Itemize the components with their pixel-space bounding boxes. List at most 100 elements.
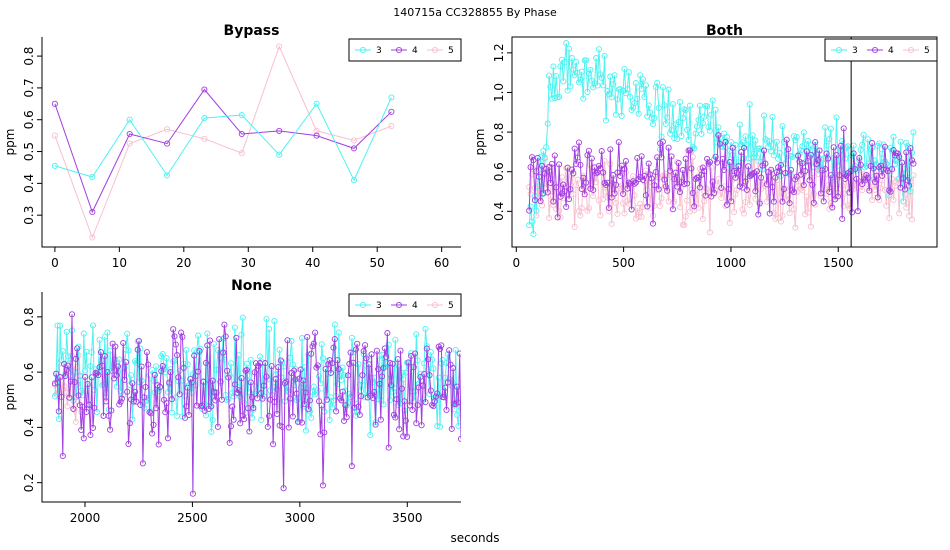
data-point-5 bbox=[896, 210, 903, 217]
data-point-3 bbox=[662, 120, 669, 127]
data-point-4 bbox=[200, 378, 207, 385]
data-point-3 bbox=[859, 141, 866, 148]
data-point-4 bbox=[334, 357, 341, 364]
data-point-3 bbox=[271, 318, 278, 325]
legend: 3 4 5 bbox=[348, 293, 462, 317]
data-point-4 bbox=[787, 166, 795, 173]
data-point-3 bbox=[348, 334, 355, 341]
data-point-3 bbox=[120, 391, 127, 398]
data-point-4 bbox=[97, 349, 104, 356]
data-point-3 bbox=[201, 115, 208, 122]
data-point-4 bbox=[740, 144, 748, 152]
data-point-5 bbox=[805, 209, 812, 216]
data-point-3 bbox=[124, 330, 131, 337]
data-point-4 bbox=[66, 394, 73, 401]
data-point-4 bbox=[333, 408, 340, 415]
data-point-4 bbox=[719, 155, 726, 163]
data-point-3 bbox=[168, 409, 175, 416]
data-point-4 bbox=[628, 206, 635, 213]
data-point-4 bbox=[563, 203, 570, 210]
data-point-4 bbox=[379, 373, 386, 380]
data-point-4 bbox=[103, 398, 110, 405]
data-point-4 bbox=[442, 384, 449, 391]
data-point-5 bbox=[704, 186, 711, 193]
data-point-5 bbox=[600, 195, 607, 202]
data-point-4 bbox=[910, 160, 917, 167]
data-point-5 bbox=[612, 199, 620, 207]
data-point-3 bbox=[155, 388, 162, 395]
data-point-3 bbox=[565, 45, 573, 52]
data-point-3 bbox=[752, 137, 759, 144]
data-point-3 bbox=[392, 336, 399, 343]
data-point-4 bbox=[101, 352, 108, 360]
data-point-3 bbox=[356, 381, 363, 388]
data-point-4 bbox=[585, 147, 592, 154]
y-tick-label: 0.4 bbox=[22, 418, 36, 437]
data-point-4 bbox=[319, 482, 327, 489]
data-point-4 bbox=[689, 189, 696, 197]
data-point-3 bbox=[705, 123, 712, 130]
data-point-5 bbox=[706, 229, 713, 236]
data-point-5 bbox=[585, 205, 592, 212]
data-point-4 bbox=[396, 426, 403, 433]
data-point-3 bbox=[238, 331, 245, 338]
y-tick-label: 0.8 bbox=[22, 307, 36, 326]
data-point-4 bbox=[723, 201, 731, 208]
data-point-4 bbox=[214, 423, 221, 430]
data-point-4 bbox=[246, 428, 253, 435]
data-point-4 bbox=[217, 378, 224, 385]
data-point-3 bbox=[698, 130, 705, 137]
data-point-3 bbox=[871, 157, 879, 164]
data-point-4 bbox=[444, 379, 451, 386]
data-point-3 bbox=[805, 137, 812, 144]
data-point-4 bbox=[593, 170, 600, 177]
data-point-5 bbox=[890, 196, 897, 203]
data-point-3 bbox=[87, 362, 94, 370]
data-point-4 bbox=[283, 378, 290, 385]
data-point-4 bbox=[414, 402, 421, 409]
data-point-4 bbox=[99, 362, 106, 369]
data-point-3 bbox=[150, 377, 157, 384]
data-point-4 bbox=[163, 400, 170, 407]
data-point-4 bbox=[82, 373, 89, 380]
data-point-3 bbox=[334, 381, 341, 388]
data-point-4 bbox=[259, 395, 266, 402]
data-point-3 bbox=[822, 124, 829, 131]
data-point-3 bbox=[900, 198, 907, 205]
data-point-4 bbox=[448, 425, 455, 432]
data-point-3 bbox=[209, 416, 216, 424]
data-point-4 bbox=[275, 364, 282, 371]
data-point-3 bbox=[622, 90, 629, 97]
data-point-3 bbox=[587, 66, 594, 73]
y-tick-label: 0.5 bbox=[22, 142, 36, 161]
data-point-4 bbox=[346, 360, 353, 367]
data-point-4 bbox=[126, 130, 133, 138]
data-point-4 bbox=[166, 379, 173, 386]
data-point-4 bbox=[745, 163, 752, 170]
data-point-4 bbox=[112, 343, 119, 350]
data-point-4 bbox=[820, 198, 827, 205]
data-point-4 bbox=[129, 380, 136, 387]
data-point-4 bbox=[238, 130, 245, 138]
data-point-4 bbox=[605, 204, 612, 211]
legend-marker-3 bbox=[835, 46, 843, 54]
data-point-4 bbox=[287, 395, 294, 402]
data-point-4 bbox=[221, 321, 228, 328]
data-point-4 bbox=[580, 174, 587, 181]
data-point-3 bbox=[701, 113, 708, 120]
data-point-4 bbox=[556, 161, 563, 168]
data-point-4 bbox=[317, 431, 324, 438]
data-point-4 bbox=[291, 367, 298, 374]
data-point-3 bbox=[564, 87, 571, 94]
data-point-4 bbox=[436, 345, 444, 352]
data-point-4 bbox=[86, 401, 93, 409]
data-point-3 bbox=[797, 147, 805, 154]
data-point-3 bbox=[768, 148, 775, 155]
data-point-3 bbox=[876, 140, 883, 147]
data-point-3 bbox=[610, 81, 617, 88]
x-tick-label: 1000 bbox=[716, 256, 747, 270]
data-point-4 bbox=[284, 337, 291, 344]
data-point-4 bbox=[608, 194, 615, 201]
data-point-3 bbox=[669, 101, 676, 108]
data-point-4 bbox=[780, 186, 787, 193]
